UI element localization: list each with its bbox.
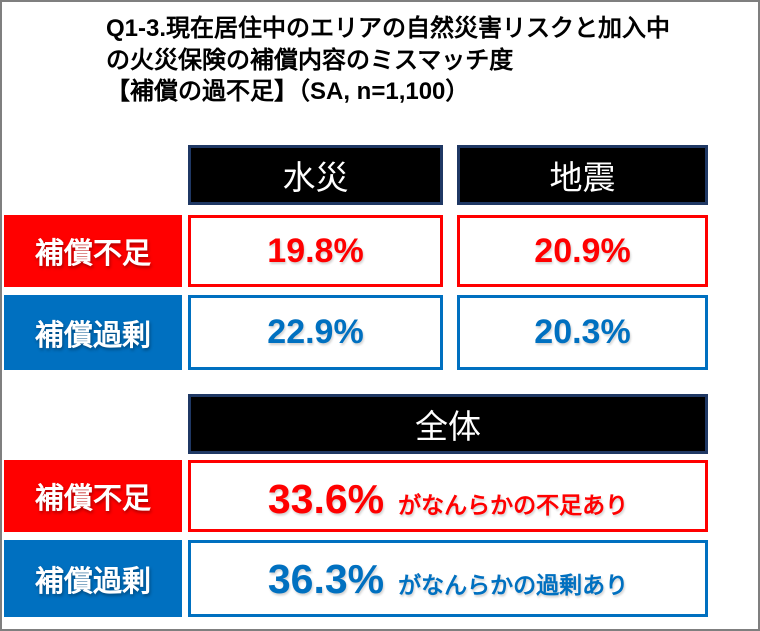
- col-header-earthquake: 地震: [457, 145, 708, 205]
- col-header-flood: 水災: [188, 145, 443, 205]
- value-earthquake-insufficient: 20.9%: [457, 215, 708, 287]
- row-label-insufficient-overall: 補償不足: [4, 460, 182, 532]
- overall-insufficient-note: がなんらかの不足あり: [398, 492, 629, 518]
- value-flood-excess: 22.9%: [188, 295, 443, 370]
- value-overall-excess: 36.3% がなんらかの過剰あり: [188, 540, 708, 617]
- figure-title: Q1-3.現在居住中のエリアの自然災害リスクと加入中 の火災保険の補償内容のミス…: [106, 15, 671, 106]
- value-flood-insufficient: 19.8%: [188, 215, 443, 287]
- row-label-insufficient-coverage: 補償不足: [4, 215, 182, 287]
- value-overall-insufficient: 33.6% がなんらかの不足あり: [188, 460, 708, 532]
- col-header-overall: 全体: [188, 394, 708, 454]
- row-label-excess-overall: 補償過剰: [4, 540, 182, 617]
- overall-excess-percent: 36.3%: [267, 556, 385, 602]
- row-label-excess-coverage: 補償過剰: [4, 295, 182, 370]
- value-earthquake-excess: 20.3%: [457, 295, 708, 370]
- overall-excess-note: がなんらかの過剰あり: [398, 572, 629, 598]
- overall-insufficient-percent: 33.6%: [267, 476, 385, 522]
